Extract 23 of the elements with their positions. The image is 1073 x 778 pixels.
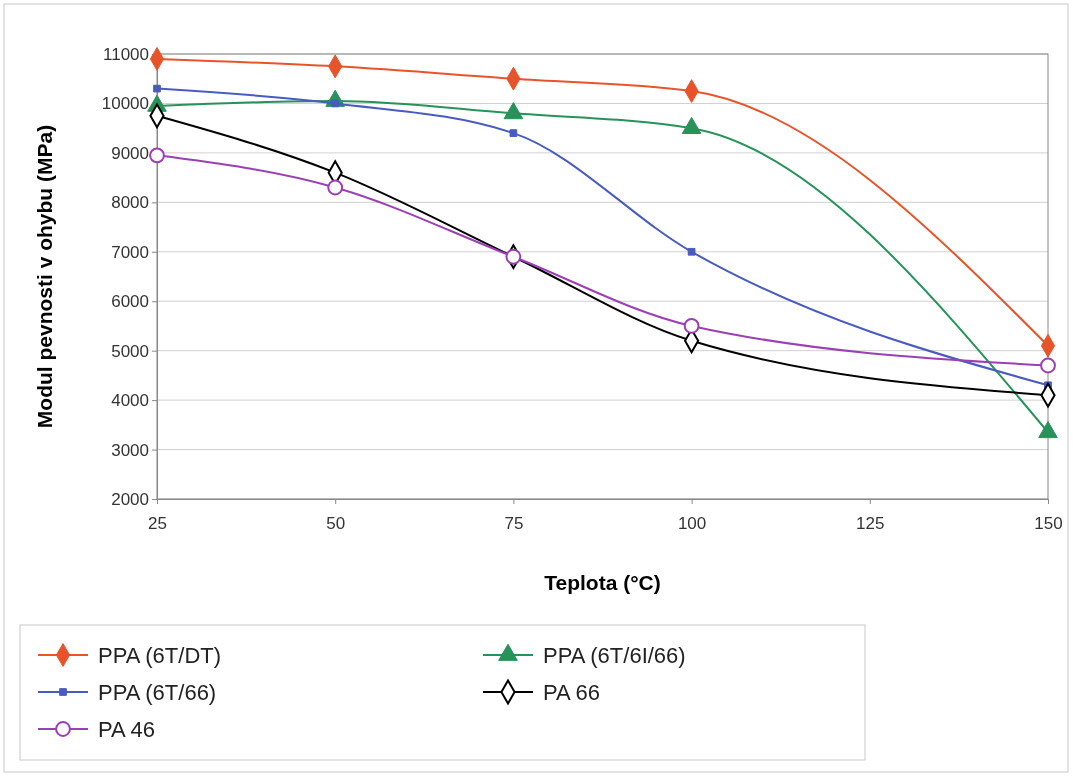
x-tick-label: 125 xyxy=(856,514,885,534)
legend-label: PA 46 xyxy=(98,717,156,742)
y-tick-label: 9000 xyxy=(111,143,149,163)
x-axis-title: Teplota (°C) xyxy=(544,571,661,594)
legend-label: PPA (6T/66) xyxy=(98,680,217,705)
x-tick-label: 25 xyxy=(148,514,167,534)
y-tick-label: 7000 xyxy=(111,242,149,262)
y-tick-label: 10000 xyxy=(101,94,149,114)
y-tick-label: 4000 xyxy=(111,391,149,411)
y-axis-title: Modul pevnosti v ohybu (MPa) xyxy=(33,124,56,429)
y-tick-label: 6000 xyxy=(111,292,149,312)
y-tick-label: 2000 xyxy=(111,489,149,509)
x-tick-label: 100 xyxy=(677,514,707,534)
y-tick-label: 3000 xyxy=(111,440,149,460)
legend-label: PPA (6T/6I/66) xyxy=(543,643,686,668)
y-tick-label: 8000 xyxy=(111,193,149,213)
legend-label: PA 66 xyxy=(543,680,601,705)
legend-label: PPA (6T/DT) xyxy=(98,643,222,668)
x-tick-label: 150 xyxy=(1034,514,1063,534)
y-tick-label: 5000 xyxy=(111,341,149,361)
x-tick-label: 50 xyxy=(326,514,346,534)
y-tick-label: 11000 xyxy=(102,44,149,64)
x-tick-label: 75 xyxy=(504,514,524,534)
